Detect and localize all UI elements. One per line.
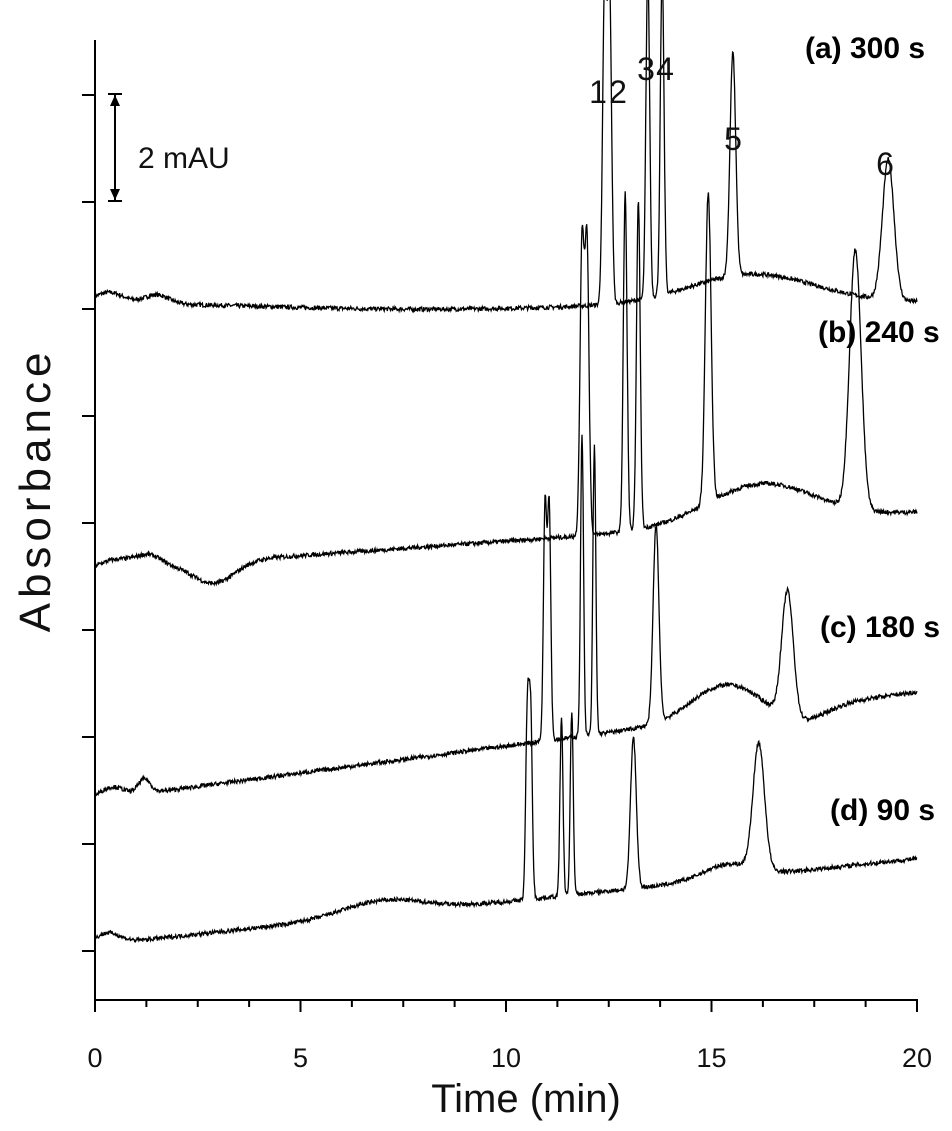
- trace-label: (a) 300 s: [805, 32, 925, 65]
- scale-bar-arrow-down: [110, 189, 120, 200]
- peak-number-label: 4: [656, 51, 674, 87]
- x-tick-label: 5: [293, 1043, 308, 1073]
- trace-line: [94, 677, 918, 944]
- trace-labels: (a) 300 s (b) 240 s (c) 180 s (d) 90 s: [805, 32, 940, 827]
- x-tick-label: 0: [87, 1043, 102, 1073]
- trace-label: (d) 90 s: [830, 794, 935, 827]
- peak-labels: 1 23 4 5 6: [589, 51, 894, 182]
- y-ticks: [82, 94, 95, 952]
- traces: [94, 0, 918, 944]
- scale-bar-arrow-up: [110, 95, 120, 106]
- x-ticks: 0 5 10 15 20: [87, 1000, 932, 1073]
- x-axis-title: Time (min): [431, 1077, 621, 1121]
- trace-line: [94, 191, 918, 587]
- axes: 0 5 10 15 20: [82, 40, 932, 1073]
- x-tick-label: 20: [902, 1043, 932, 1073]
- peak-number-label: 5: [724, 121, 742, 157]
- scale-bar-label: 2 mAU: [138, 142, 230, 175]
- scale-bar: 2 mAU: [108, 93, 230, 202]
- x-tick-label: 15: [696, 1043, 726, 1073]
- trace-label: (b) 240 s: [818, 316, 940, 349]
- peak-number-label: 6: [876, 146, 894, 182]
- y-axis-title: Absorbance: [11, 348, 60, 633]
- x-tick-label: 10: [491, 1043, 521, 1073]
- peak-number-label: 2: [609, 74, 627, 110]
- peak-number-label: 3: [637, 51, 655, 87]
- trace-label: (c) 180 s: [820, 611, 940, 644]
- trace-line: [94, 434, 918, 797]
- peak-number-label: 1: [589, 74, 607, 110]
- trace-line: [94, 0, 918, 314]
